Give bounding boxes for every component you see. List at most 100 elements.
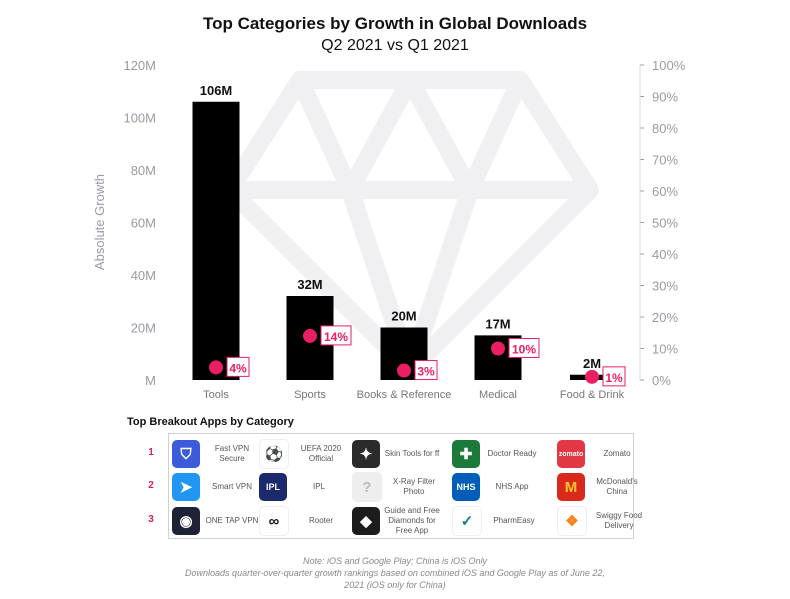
app-name: Guide and Free Diamonds for Free App <box>384 506 440 535</box>
app-name: Skin Tools for ff <box>384 449 440 458</box>
doctor-icon: ✚ <box>452 440 480 468</box>
app-cell: ∞ Rooter <box>259 505 351 537</box>
rooter-icon: ∞ <box>259 506 289 536</box>
mcdonalds-icon: M <box>557 473 585 501</box>
app-cell: zomato Zomato <box>557 438 647 470</box>
app-cell: M McDonald's China <box>557 471 647 503</box>
y-tick-label: 20M <box>131 321 156 336</box>
chart-title: Top Categories by Growth in Global Downl… <box>202 14 588 33</box>
nhs-icon: NHS <box>452 473 480 501</box>
bar-value-label: 32M <box>297 277 322 292</box>
breakout-title: Top Breakout Apps by Category <box>127 416 294 428</box>
diamond-icon: ◆ <box>352 507 380 535</box>
growth-percent-label: 3% <box>417 365 435 379</box>
app-name: Swiggy Food Delivery <box>595 511 643 530</box>
shield-icon: ⛉ <box>172 440 200 468</box>
y2-tick-label: 60% <box>652 184 678 199</box>
app-name: Zomato <box>603 449 631 458</box>
y-axis-label: Absolute Growth <box>92 174 107 270</box>
rank-number: 2 <box>148 480 154 491</box>
growth-percent-box <box>226 356 250 377</box>
app-cell: ✓ PharmEasy <box>452 505 544 537</box>
growth-percent-box <box>602 366 626 387</box>
app-cell: ? X-Ray Filter Photo <box>352 471 444 503</box>
paper-plane-icon: ➤ <box>172 473 200 501</box>
app-name: X-Ray Filter Photo <box>392 477 436 496</box>
y2-tick-label: 40% <box>652 247 678 262</box>
rank-number: 1 <box>148 447 154 458</box>
y-tick-label: 80M <box>131 163 156 178</box>
app-name: NHS App <box>495 482 529 491</box>
y2-tick-label: 50% <box>652 216 678 231</box>
y2-tick-label: 70% <box>652 153 678 168</box>
app-cell: ➤ Smart VPN <box>172 471 262 503</box>
note-line-3: 2021 (iOS only for China) <box>344 580 446 590</box>
growth-percent-label: 10% <box>512 343 536 357</box>
breakout-apps-grid: ⛉ Fast VPN Secure ⚽ UEFA 2020 Official ✦ Skin… <box>168 433 642 539</box>
uefa-icon: ⚽ <box>259 439 289 469</box>
app-cell: ◉ ONE TAP VPN <box>172 505 262 537</box>
bar-value-label: 106M <box>200 83 233 98</box>
app-cell: ❖ Swiggy Food Delivery <box>557 505 649 537</box>
app-name: Rooter <box>308 516 333 525</box>
zomato-icon: zomato <box>557 440 585 468</box>
y-tick-label: M <box>145 373 156 388</box>
app-name: Doctor Ready <box>487 449 537 458</box>
rank-number: 3 <box>148 514 154 525</box>
growth-percent-label: 1% <box>605 371 623 385</box>
app-name: Smart VPN <box>211 482 252 491</box>
pharmeasy-icon: ✓ <box>452 506 482 536</box>
y2-tick-label: 90% <box>652 90 678 105</box>
x-tick-label: Medical <box>479 389 517 401</box>
growth-percent-dot <box>397 363 411 378</box>
app-cell: NHS NHS App <box>452 471 542 503</box>
bar-value-label: 2M <box>583 356 601 371</box>
app-cell: ✦ Skin Tools for ff <box>352 438 442 470</box>
y2-tick-label: 10% <box>652 342 678 357</box>
app-cell: ⛉ Fast VPN Secure <box>172 438 262 470</box>
y-tick-label: 60M <box>131 216 156 231</box>
growth-percent-dot <box>491 341 505 356</box>
note-line-1: Note: iOS and Google Play; China is iOS … <box>302 556 488 566</box>
chart-subtitle: Q2 2021 vs Q1 2021 <box>321 37 469 54</box>
y2-tick-label: 20% <box>652 310 678 325</box>
app-name: ONE TAP VPN <box>205 516 259 525</box>
app-name: IPL <box>312 482 325 491</box>
bar-chart: M 20M 40M 60M 80M 100M 120M 0% 10% 20% 30% 40% 50% 60… <box>92 58 686 401</box>
ff-icon: ✦ <box>352 440 380 468</box>
growth-percent-dot <box>209 360 223 375</box>
y-tick-label: 100M <box>123 111 156 126</box>
app-name: Fast VPN Secure <box>214 444 250 463</box>
app-cell: ◆ Guide and Free Diamonds for Free App <box>352 505 442 537</box>
growth-percent-label: 4% <box>229 361 247 375</box>
app-cell: ⚽ UEFA 2020 Official <box>259 438 351 470</box>
app-name: PharmEasy <box>493 516 535 525</box>
bar <box>192 101 240 380</box>
app-name: UEFA 2020 Official <box>300 444 342 463</box>
y-tick-label: 120M <box>123 58 156 73</box>
app-name: McDonald's China <box>596 477 638 496</box>
app-cell: IPL IPL <box>259 471 349 503</box>
x-tick-label: Tools <box>203 389 229 401</box>
x-tick-label: Books & Reference <box>357 389 452 401</box>
bar-value-label: 20M <box>391 309 416 324</box>
x-tick-label: Food & Drink <box>560 389 625 401</box>
y2-tick-label: 30% <box>652 279 678 294</box>
bar-value-label: 17M <box>485 316 510 331</box>
question-icon: ? <box>352 472 382 502</box>
app-cell: ✚ Doctor Ready <box>452 438 542 470</box>
growth-percent-box <box>508 338 540 358</box>
y2-tick-label: 100% <box>652 58 686 73</box>
growth-percent-box <box>320 325 352 346</box>
note-line-2: Downloads quarter-over-quarter growth ra… <box>185 568 605 578</box>
growth-percent-label: 14% <box>324 330 348 344</box>
growth-percent-dot <box>585 369 599 384</box>
growth-percent-dot <box>303 328 317 343</box>
x-tick-label: Sports <box>294 389 326 401</box>
swiggy-icon: ❖ <box>557 506 587 536</box>
growth-percent-box <box>414 360 438 381</box>
y2-tick-label: 0% <box>652 373 671 388</box>
diamond-watermark-icon <box>221 71 599 379</box>
target-icon: ◉ <box>172 507 200 535</box>
y2-tick-label: 80% <box>652 121 678 136</box>
